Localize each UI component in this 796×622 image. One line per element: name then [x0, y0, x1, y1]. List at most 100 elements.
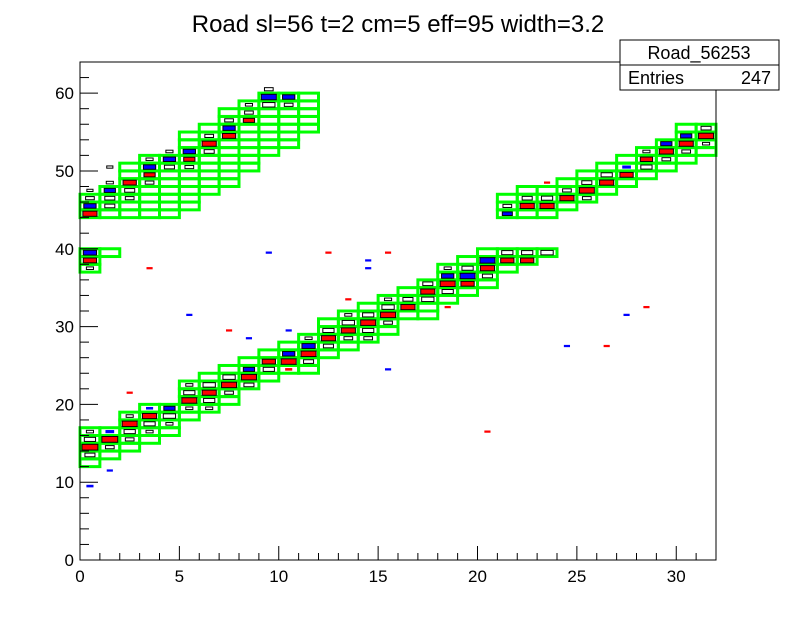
hit-bin	[322, 343, 334, 349]
hit-bin	[340, 327, 356, 334]
hit-bin	[460, 280, 475, 287]
hit-bin	[224, 118, 234, 123]
chart-title: Road sl=56 t=2 cm=5 eff=95 width=3.2	[192, 11, 605, 38]
hit-bin	[185, 406, 194, 411]
hit-bin	[343, 336, 354, 341]
stats-entries-value: 247	[741, 68, 771, 88]
road-cell	[177, 410, 201, 422]
hit-bin	[540, 249, 554, 256]
axes: 0 5 10 15 20 25 30 0 10 20 30 40 50 60	[55, 61, 717, 586]
hit-bin	[680, 133, 693, 139]
hit-bin	[265, 251, 272, 254]
y-tick-label: 60	[55, 84, 74, 103]
road-cell	[78, 457, 102, 469]
hit-bin	[322, 327, 335, 333]
hit-bin	[581, 196, 592, 201]
hit-bin	[244, 103, 253, 107]
road-cell	[635, 169, 658, 181]
road-cell	[436, 293, 460, 305]
hit-bin	[658, 148, 674, 155]
hit-bin	[221, 381, 238, 389]
hit-bin	[146, 406, 154, 410]
hit-bin	[203, 397, 216, 404]
hit-bin	[599, 179, 615, 186]
hit-bin	[443, 266, 452, 270]
hit-bin	[165, 422, 174, 426]
hit-bin	[103, 187, 116, 193]
stats-box: Road_56253 Entries 247	[619, 39, 780, 91]
x-tick-label: 5	[175, 567, 184, 586]
road-cell	[555, 200, 579, 212]
x-tick-label: 20	[468, 567, 487, 586]
hit-bin	[262, 366, 275, 372]
road-cell	[257, 146, 281, 157]
hit-bin	[421, 296, 435, 303]
hit-bin	[479, 257, 496, 264]
road-cell	[515, 208, 539, 220]
hit-bin	[145, 429, 154, 434]
hit-bin	[144, 180, 155, 185]
hit-bin	[345, 298, 352, 301]
hit-bin	[121, 420, 138, 428]
hit-bin	[86, 484, 94, 488]
hit-bin	[660, 141, 673, 147]
hit-bin	[520, 257, 535, 264]
hit-bin	[243, 382, 255, 388]
hit-bin	[400, 304, 416, 311]
hit-bin	[141, 412, 158, 420]
hit-bin	[85, 429, 94, 434]
hit-bin	[384, 368, 392, 371]
hit-bin	[362, 327, 375, 333]
hit-bin	[521, 250, 534, 256]
hit-bin	[698, 132, 715, 140]
hit-bin	[104, 203, 116, 209]
road-cell	[118, 441, 142, 453]
road-cell	[197, 185, 221, 196]
hit-bin	[82, 249, 98, 256]
hit-bin	[263, 87, 274, 92]
road-cell	[515, 255, 539, 266]
hit-bin	[261, 358, 276, 365]
hit-bin	[143, 172, 156, 178]
road-cell	[138, 208, 161, 220]
road-cell	[674, 153, 698, 165]
road-cell	[118, 208, 142, 220]
hit-bin	[365, 259, 372, 262]
hit-bin	[461, 265, 474, 271]
hit-bin	[578, 187, 595, 194]
hit-bin	[122, 179, 137, 186]
hit-bin	[439, 280, 456, 288]
road-cell	[158, 208, 181, 220]
hit-bin	[459, 272, 476, 280]
hit-bin	[204, 133, 215, 139]
hit-bin	[344, 313, 353, 317]
hit-bin	[325, 251, 332, 254]
hit-bin	[484, 430, 491, 433]
road-cell	[317, 348, 340, 360]
road-cell	[177, 200, 201, 212]
road-cell	[237, 379, 261, 391]
hit-bin	[581, 180, 593, 185]
road-cell	[336, 340, 360, 352]
hit-bin	[304, 336, 313, 341]
hit-bin	[441, 289, 454, 295]
hit-bin	[441, 273, 455, 279]
hit-bin	[183, 390, 196, 396]
hit-bin	[381, 304, 395, 310]
x-tick-label: 10	[269, 567, 288, 586]
road-cell	[197, 402, 221, 414]
hit-bin	[540, 195, 554, 201]
hit-bin	[183, 156, 196, 162]
road-cell	[297, 122, 320, 134]
road-cell	[615, 177, 638, 188]
x-tick-label: 15	[369, 567, 388, 586]
hit-bin	[240, 373, 257, 381]
hit-bin	[163, 405, 176, 411]
x-tick-label: 25	[567, 567, 586, 586]
hit-bin	[262, 102, 276, 108]
hit-bin	[203, 149, 215, 154]
hit-bin	[502, 203, 513, 209]
hit-bin	[165, 149, 174, 154]
hit-bin	[481, 273, 493, 279]
hit-bin	[201, 140, 217, 147]
